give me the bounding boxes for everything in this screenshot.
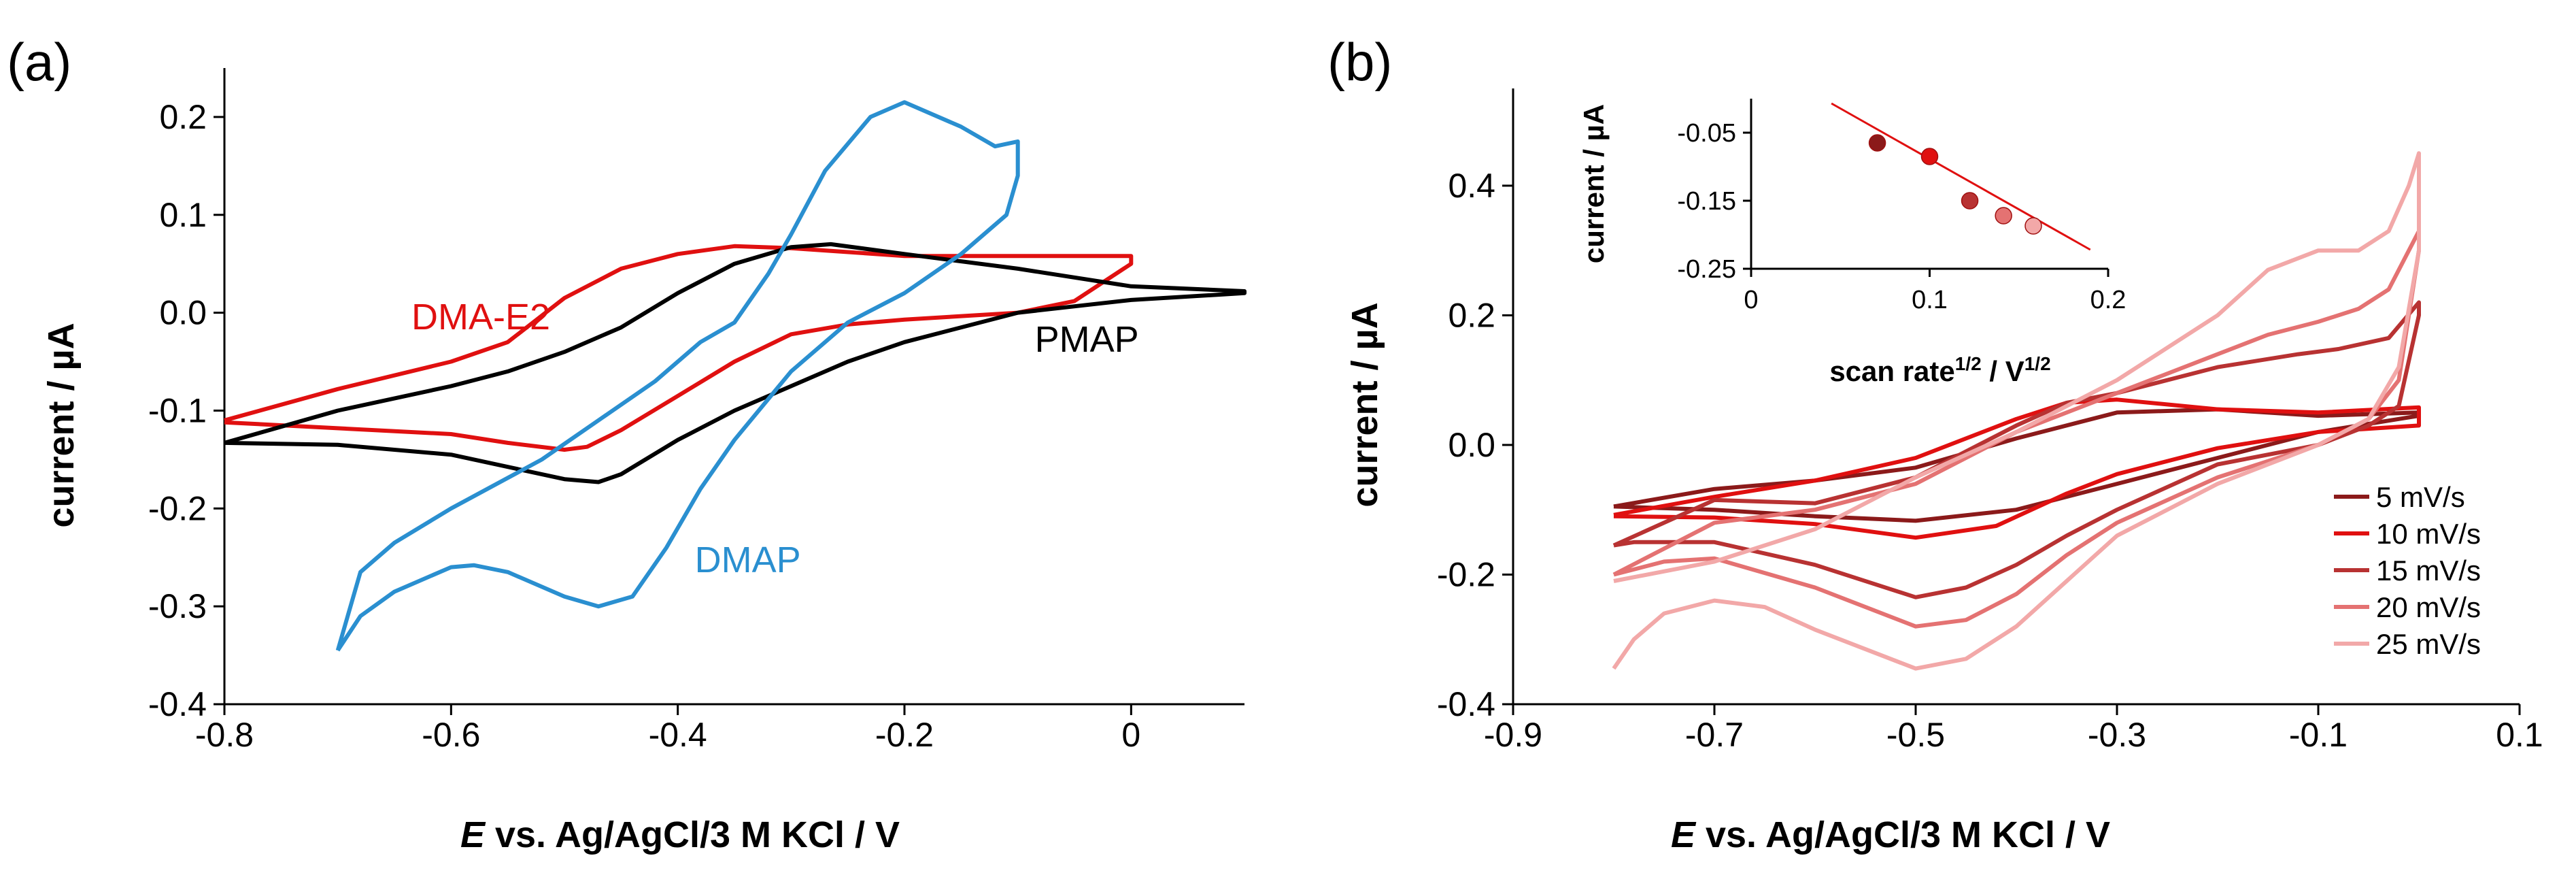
chart-b-series-10-mv-s bbox=[1613, 397, 2421, 540]
inset-axes: 0 0.1 0.2 -0.05 -0.15 -0.25 bbox=[1677, 99, 2126, 314]
inset-point bbox=[1920, 148, 1939, 165]
chart-a-annotation-dma-e2: DMA-E2 bbox=[411, 297, 550, 337]
inset-x-tick-label: 0.2 bbox=[2090, 286, 2126, 314]
chart-a-annotation-dmap: DMAP bbox=[695, 540, 801, 580]
legend-label-20-mv-s: 20 mV/s bbox=[2376, 591, 2481, 623]
chart-a-series-dmap bbox=[335, 100, 1020, 652]
chart-b-x-tick-label: 0.1 bbox=[2496, 716, 2543, 754]
inset-fit-line bbox=[1831, 102, 2091, 251]
chart-b-x-axis-label-italic: E bbox=[1671, 814, 1697, 855]
chart-a-x-axis-label-italic: E bbox=[460, 814, 486, 855]
chart-b-y-tick-label: 0.4 bbox=[1448, 167, 1495, 205]
legend-label-5-mv-s: 5 mV/s bbox=[2376, 481, 2465, 513]
inset-y-tick-label: -0.05 bbox=[1677, 119, 1736, 148]
chart-a-series bbox=[224, 100, 1247, 652]
chart-b-x-tick-label: -0.1 bbox=[2289, 716, 2348, 754]
inset-y-tick-label: -0.25 bbox=[1677, 255, 1736, 284]
inset-point bbox=[1995, 207, 2012, 225]
chart-a-x-axis-label-rest: vs. Ag/AgCl/3 M KCl / V bbox=[485, 814, 900, 855]
chart-b-axes: -0.9 -0.7 -0.5 -0.3 -0.1 0.1 0.4 0.2 0.0 -0.2 -0.4 bbox=[1437, 88, 2543, 754]
chart-a-y-tick-label: -0.1 bbox=[148, 391, 207, 429]
chart-b-x-tick-label: -0.3 bbox=[2088, 716, 2146, 754]
chart-a-annotation-pmap: PMAP bbox=[1035, 319, 1139, 360]
inset-x-label-mid: / V bbox=[1982, 355, 2024, 387]
chart-a-x-tick-label: -0.2 bbox=[875, 716, 934, 754]
chart-b-y-axis-label: current / µA bbox=[1344, 302, 1385, 507]
chart-a-annotations: DMA-E2 PMAP DMAP bbox=[411, 297, 1139, 580]
chart-a-y-tick-label: 0.1 bbox=[159, 196, 207, 234]
chart-b-series-25-mv-s bbox=[1612, 151, 2421, 671]
inset-x-tick-label: 0 bbox=[1744, 286, 1758, 314]
inset-chart: 0 0.1 0.2-0.05-0.15-0.25 scan rate1/2 / V1… bbox=[1578, 99, 2126, 387]
chart-a-x-tick-label: -0.4 bbox=[649, 716, 707, 754]
legend-label-15-mv-s: 15 mV/s bbox=[2376, 555, 2481, 587]
inset-marks bbox=[1831, 102, 2091, 251]
chart-b-x-tick-label: -0.5 bbox=[1886, 716, 1945, 754]
chart-a-y-tick-label: 0.2 bbox=[159, 98, 207, 136]
chart-a-y-tick-label: -0.4 bbox=[148, 685, 207, 723]
inset-x-label-sup2: 1/2 bbox=[2024, 353, 2051, 374]
inset-x-label-sup1: 1/2 bbox=[1955, 353, 1982, 374]
inset-point bbox=[1961, 192, 1979, 210]
chart-a-y-axis-label: current / µA bbox=[41, 323, 82, 527]
chart-a-x-axis-label: E vs. Ag/AgCl/3 M KCl / V bbox=[460, 814, 900, 855]
chart-a-y-tick-label: -0.3 bbox=[148, 587, 207, 625]
chart-b: -0.9 -0.7 -0.5 -0.3 -0.1 0.1 0.4 0.2 0.0 -0.2 -0.4… bbox=[1344, 88, 2543, 855]
chart-a-series-dma-e2 bbox=[224, 244, 1134, 452]
legend-label-10-mv-s: 10 mV/s bbox=[2376, 518, 2481, 550]
chart-a: -0.8 -0.6 -0.4 -0.2 0 0.2 0.1 0.0 -0.1 -0.2 -0.3 -0… bbox=[41, 68, 1247, 855]
chart-b-y-tick-label: 0.0 bbox=[1448, 426, 1495, 464]
chart-b-x-tick-label: -0.9 bbox=[1484, 716, 1542, 754]
chart-a-axes: -0.8 -0.6 -0.4 -0.2 0 0.2 0.1 0.0 -0.1 -0.2 -0.3 -0… bbox=[148, 68, 1244, 754]
inset-x-label-main: scan rate bbox=[1829, 355, 1954, 387]
chart-a-y-tick-label: -0.2 bbox=[148, 489, 207, 527]
panel-a-label: (a) bbox=[7, 32, 71, 92]
inset-point bbox=[1868, 134, 1886, 152]
chart-a-x-tick-label: -0.6 bbox=[422, 716, 480, 754]
inset-y-axis-label: current / µA bbox=[1578, 104, 1610, 263]
chart-b-x-axis-label: E vs. Ag/AgCl/3 M KCl / V bbox=[1671, 814, 2110, 855]
chart-b-y-tick-label: -0.2 bbox=[1437, 555, 1495, 593]
chart-a-x-tick-label: -0.8 bbox=[195, 716, 254, 754]
inset-point bbox=[2024, 217, 2042, 235]
legend-label-25-mv-s: 25 mV/s bbox=[2376, 628, 2481, 660]
chart-b-y-tick-label: -0.4 bbox=[1437, 685, 1495, 723]
inset-x-tick-label: 0.1 bbox=[1912, 286, 1948, 314]
panel-b-label: (b) bbox=[1327, 32, 1392, 92]
chart-a-x-tick-label: 0 bbox=[1121, 716, 1140, 754]
chart-b-y-tick-label: 0.2 bbox=[1448, 296, 1495, 334]
chart-b-series bbox=[1612, 151, 2421, 671]
chart-b-series-15-mv-s bbox=[1612, 300, 2421, 599]
chart-b-legend: 5 mV/s 10 mV/s 15 mV/s 20 mV/s 25 mV/s bbox=[2334, 481, 2481, 660]
inset-y-tick-label: -0.15 bbox=[1677, 187, 1736, 216]
chart-a-y-tick-label: 0.0 bbox=[159, 294, 207, 332]
chart-b-x-axis-label-rest: vs. Ag/AgCl/3 M KCl / V bbox=[1695, 814, 2110, 855]
chart-b-series-20-mv-s bbox=[1612, 229, 2421, 629]
inset-x-axis-label: scan rate1/2 / V1/2 bbox=[1829, 353, 2050, 387]
chart-b-x-tick-label: -0.7 bbox=[1685, 716, 1744, 754]
chart-a-series-pmap bbox=[224, 242, 1247, 484]
